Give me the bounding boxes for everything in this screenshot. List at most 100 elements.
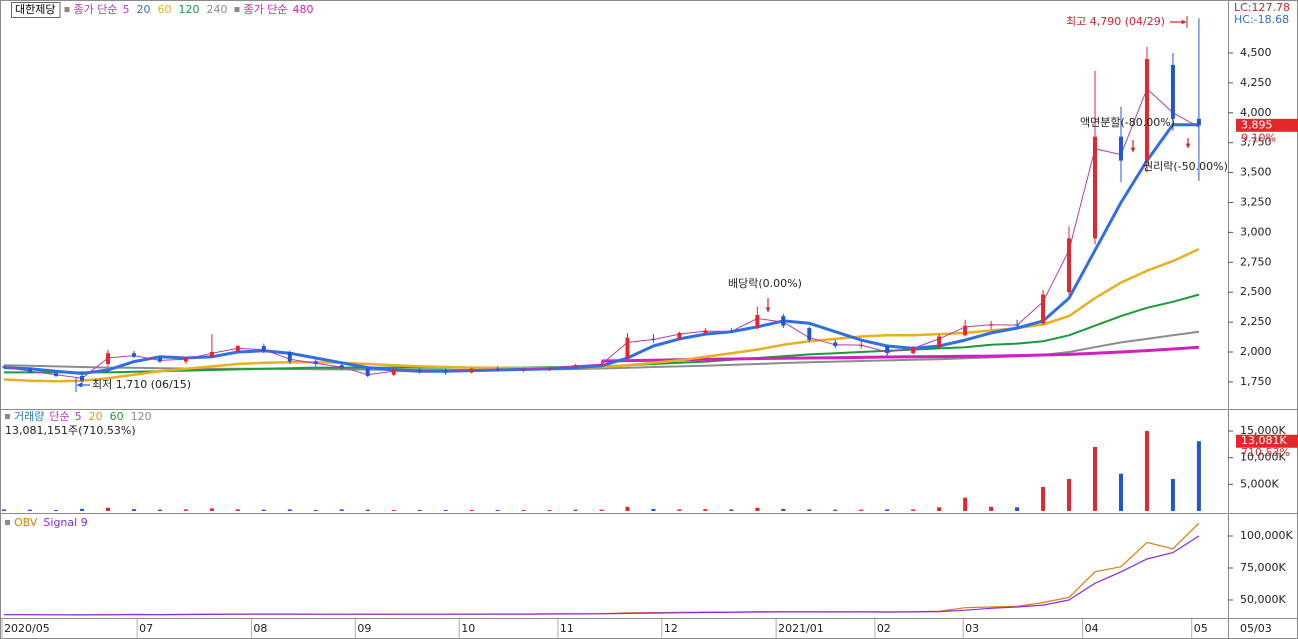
annotation: 최고 4,790 (04/29): [1066, 15, 1165, 28]
volume-bar: [1067, 479, 1072, 511]
legend-label: 단순: [49, 410, 69, 423]
x-tick-label: 05: [1194, 622, 1208, 635]
candle-body: [1118, 136, 1123, 161]
candle-body: [443, 371, 448, 373]
candle-body: [989, 324, 994, 326]
x-tick-label: 02: [877, 622, 891, 635]
legend-marker: [5, 520, 10, 525]
candle-body: [2, 366, 7, 368]
candle-body: [339, 365, 344, 368]
candle-body: [1144, 58, 1149, 161]
volume-bar: [1144, 431, 1149, 511]
arrow-head: [765, 307, 771, 312]
volume-bar: [911, 509, 916, 511]
x-tick-label: 10: [461, 622, 475, 635]
candle-body: [261, 346, 266, 351]
legend-entry: Signal 9: [43, 516, 87, 529]
candle-body: [599, 363, 604, 366]
volume-bar: [703, 509, 708, 511]
candle-body: [573, 365, 578, 368]
y-tick-label: 50,000K: [1240, 593, 1286, 606]
candle-body: [781, 316, 786, 326]
y-tick-label: 3,500: [1240, 166, 1272, 179]
candle-body: [287, 352, 292, 362]
volume-bar: [729, 509, 734, 511]
volume-bar: [885, 509, 890, 511]
volume-bar: [235, 509, 240, 511]
y-tick-label: 75,000K: [1240, 561, 1286, 574]
y-tick-label: 100,000K: [1240, 529, 1293, 542]
candle-body: [235, 346, 240, 353]
legend-entry: 20: [136, 3, 150, 16]
candle-body: [391, 369, 396, 375]
candle-body: [937, 336, 942, 348]
y-tick-label: 5,000K: [1240, 477, 1279, 490]
volume-bar: [495, 509, 500, 511]
volume-bar: [963, 497, 968, 511]
x-end-label: 05/03: [1240, 622, 1272, 635]
x-tick-label: 03: [965, 622, 979, 635]
y-tick-label: 2,500: [1240, 285, 1272, 298]
candle-body: [547, 367, 552, 369]
volume-bar: [183, 509, 188, 511]
volume-bar: [443, 509, 448, 511]
y-tick-label: 10,000K: [1240, 451, 1286, 464]
volume-bar: [2, 509, 7, 511]
last-price-box: [1236, 118, 1298, 132]
x-tick-label: 2020/05: [4, 622, 50, 635]
chart-title: 대한제당: [15, 3, 55, 16]
volume-bar: [1196, 441, 1201, 511]
candle-body: [521, 368, 526, 370]
y-tick-label: 3,250: [1240, 195, 1272, 208]
candle-body: [1170, 64, 1175, 119]
volume-bar: [989, 506, 994, 511]
volume-bar: [755, 507, 760, 511]
volume-bar: [1015, 507, 1020, 511]
legend-marker: [234, 7, 240, 12]
legend-entry: 240: [206, 3, 227, 16]
candle-body: [80, 375, 85, 381]
candle-body: [365, 368, 370, 376]
candle-body: [495, 368, 500, 370]
legend-label: 종가 단순: [73, 3, 117, 16]
annotation: 권리락(-50.00%): [1143, 160, 1228, 173]
volume-bar: [28, 509, 33, 511]
x-tick-label: 12: [664, 622, 678, 635]
x-tick-label: 09: [357, 622, 371, 635]
volume-bar: [833, 509, 838, 511]
x-tick-label: 08: [253, 622, 267, 635]
x-tick-label: 04: [1085, 622, 1099, 635]
title-box: [11, 2, 61, 18]
volume-bar: [1118, 473, 1123, 511]
last-change: 9.10%: [1241, 131, 1276, 144]
last-price: 3,895: [1241, 118, 1273, 131]
arrow-head: [77, 382, 82, 388]
volume-bar: [599, 509, 604, 511]
candle-body: [625, 337, 630, 358]
candle-body: [703, 330, 708, 333]
volume-bar: [80, 508, 85, 511]
y-tick-label: 1,750: [1240, 375, 1272, 388]
x-tick-label: 11: [560, 622, 574, 635]
volume-bar: [859, 509, 864, 511]
x-tick-label: 07: [139, 622, 153, 635]
volume-bar: [677, 509, 682, 511]
y-tick-label: 3,750: [1240, 136, 1272, 149]
candle-body: [755, 314, 760, 329]
y-tick-label: 15,000K: [1240, 424, 1286, 437]
volume-bar: [573, 509, 578, 511]
volume-bar: [105, 507, 110, 511]
legend-entry: 60: [157, 3, 171, 16]
legend-marker: [5, 414, 10, 419]
volume-bar: [54, 509, 59, 511]
volume-bar: [937, 507, 942, 511]
volume-bar: [209, 508, 214, 511]
candle-body: [1015, 324, 1020, 326]
volume-bar: [547, 509, 552, 511]
volume-bar: [807, 509, 812, 511]
legend-label: 종가 단순: [243, 3, 287, 16]
candle-body: [885, 346, 890, 354]
last-volume: 13,081K: [1241, 434, 1287, 447]
